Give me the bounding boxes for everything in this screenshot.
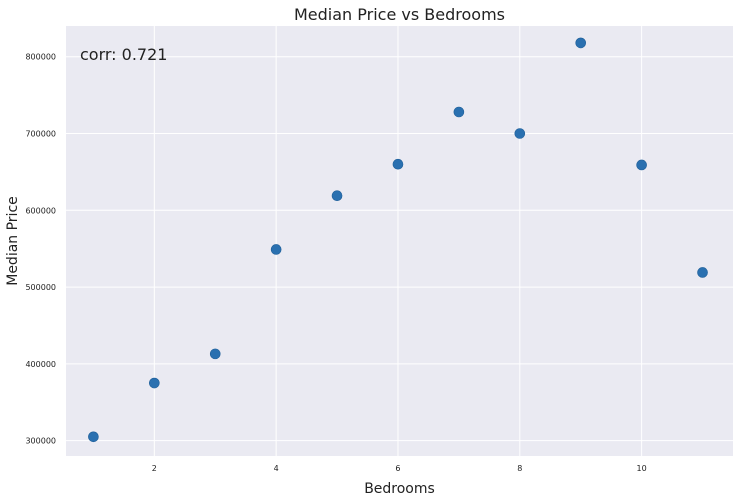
data-points: [88, 37, 708, 443]
chart-title: Median Price vs Bedrooms: [294, 5, 505, 24]
y-axis-label: Median Price: [5, 196, 21, 286]
y-tick-labels: 300000 400000 500000 600000 700000 800000: [25, 53, 56, 446]
y-tick-label: 700000: [25, 130, 56, 139]
correlation-annotation: corr: 0.721: [80, 45, 167, 64]
x-tick-label: 6: [395, 464, 400, 473]
data-point: [575, 37, 587, 49]
x-tick-label: 2: [152, 464, 157, 473]
data-point: [636, 159, 647, 171]
y-tick-label: 500000: [25, 283, 56, 292]
data-point: [88, 431, 99, 443]
x-tick-label: 10: [637, 464, 647, 473]
x-tick-labels: 2 4 6 8 10: [152, 464, 647, 473]
data-point: [514, 128, 526, 139]
y-tick-label: 300000: [25, 437, 56, 446]
y-tick-label: 400000: [25, 360, 56, 369]
data-point: [392, 158, 404, 170]
y-tick-label: 600000: [25, 206, 56, 215]
data-point: [270, 244, 282, 255]
y-tick-label: 800000: [25, 53, 56, 62]
data-point: [697, 267, 708, 278]
x-axis-label: Bedrooms: [364, 481, 435, 497]
data-point: [209, 348, 221, 360]
data-point: [331, 190, 343, 201]
data-point: [149, 377, 160, 389]
grid-lines: [66, 26, 733, 456]
x-tick-label: 4: [274, 464, 279, 473]
x-tick-label: 8: [517, 464, 522, 473]
plot-background: [66, 26, 733, 456]
data-point: [453, 106, 465, 118]
